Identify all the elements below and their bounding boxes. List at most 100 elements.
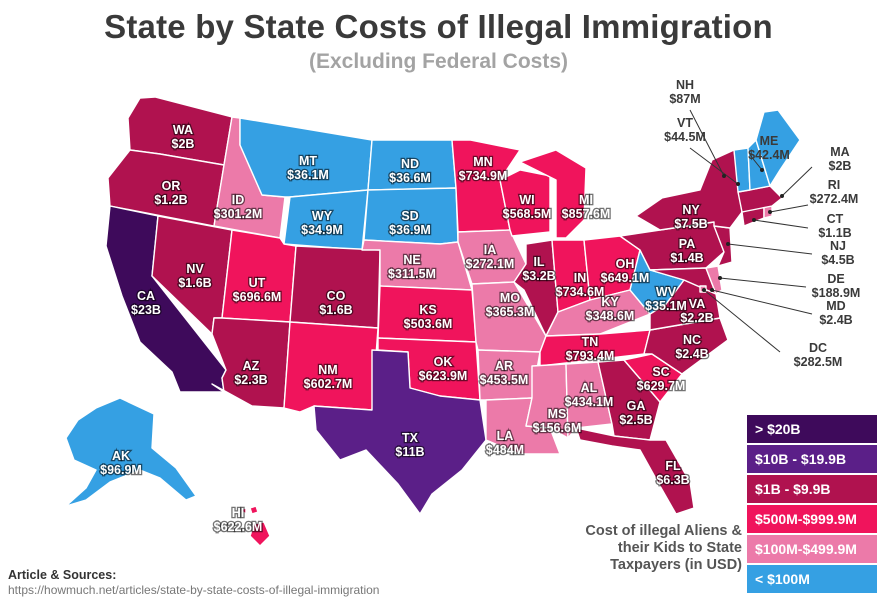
state-wi xyxy=(499,169,551,237)
state-abbr: NV xyxy=(186,262,204,276)
leader-nj xyxy=(727,243,813,255)
state-abbr: NC xyxy=(683,333,701,347)
state-value: $734.6M xyxy=(556,285,605,299)
state-value: $1.6B xyxy=(178,276,211,290)
state-label-id: ID$301.2M xyxy=(212,192,263,223)
state-value: $2B xyxy=(172,137,195,151)
state-abbr: WA xyxy=(173,123,193,137)
dot-nh xyxy=(722,174,726,178)
state-value: $6.3B xyxy=(656,473,689,487)
legend-item: $10B - $19.9B xyxy=(747,445,877,473)
state-abbr: VT xyxy=(677,116,693,130)
state-abbr: MO xyxy=(500,291,520,305)
state-label-ma: MA$2B xyxy=(829,145,852,173)
map-subtitle: (Excluding Federal Costs) xyxy=(308,50,569,73)
state-value: $696.6M xyxy=(233,290,282,304)
state-mi xyxy=(519,149,587,239)
state-abbr: IA xyxy=(484,243,497,257)
state-value: $348.6M xyxy=(586,309,635,323)
state-abbr: AK xyxy=(112,449,130,463)
state-abbr: SC xyxy=(652,365,669,379)
state-value: $2.4B xyxy=(675,347,708,361)
state-label-nc: NC$2.4B xyxy=(674,332,710,363)
state-label-mn: MN$734.9M xyxy=(457,154,508,185)
state-label-me: ME$42.4M xyxy=(748,134,790,162)
state-abbr: OR xyxy=(162,179,181,193)
state-label-al: AL$434.1M xyxy=(563,380,614,411)
state-abbr: IL xyxy=(533,255,544,269)
state-label-sc: SC$629.7M xyxy=(635,364,686,395)
state-abbr: AL xyxy=(581,381,598,395)
state-value: $3.2B xyxy=(522,269,555,283)
state-label-in: IN$734.6M xyxy=(554,270,605,301)
dot-ri xyxy=(768,210,772,214)
state-value: $156.6M xyxy=(533,421,582,435)
state-value: $365.3M xyxy=(486,305,535,319)
state-abbr: CT xyxy=(827,212,844,226)
leader-lines xyxy=(689,109,813,353)
state-label-mi: MI$857.6M xyxy=(560,192,611,223)
state-value: $857.6M xyxy=(562,207,611,221)
state-abbr: MT xyxy=(299,154,317,168)
dot-md xyxy=(710,288,714,292)
dot-me xyxy=(760,168,764,172)
leader-ct xyxy=(753,219,809,229)
state-abbr: AZ xyxy=(243,359,260,373)
state-abbr: VA xyxy=(689,297,705,311)
state-label-tn: TN$793.4M xyxy=(564,334,615,365)
state-value: $7.5B xyxy=(674,217,707,231)
state-value: $87M xyxy=(669,92,700,106)
state-value: $311.5M xyxy=(388,267,436,281)
state-abbr: OK xyxy=(434,355,453,369)
state-label-nh: NH$87M xyxy=(669,78,700,106)
state-label-wy: WY$34.9M xyxy=(300,208,344,239)
state-value: $622.6M xyxy=(214,520,263,534)
state-value: $36.6M xyxy=(389,171,431,185)
state-label-ri: RI$272.4M xyxy=(810,178,859,206)
state-label-oh: OH$649.1M xyxy=(599,256,650,287)
state-value: $301.2M xyxy=(214,207,263,221)
state-label-va: VA$2.2B xyxy=(679,296,715,327)
state-fl xyxy=(575,427,695,515)
state-value: $42.4M xyxy=(748,148,790,162)
state-value: $188.9M xyxy=(812,286,861,300)
state-label-pa: PA$1.4B xyxy=(669,236,705,267)
state-label-mt: MT$36.1M xyxy=(286,153,330,184)
state-abbr: WY xyxy=(312,209,333,223)
state-abbr: NM xyxy=(318,363,337,377)
state-value: $453.5M xyxy=(480,373,529,387)
state-value: $568.5M xyxy=(503,207,552,221)
state-value: $793.4M xyxy=(566,349,615,363)
sources-link[interactable]: https://howmuch.net/articles/state-by-st… xyxy=(8,583,380,597)
state-value: $623.9M xyxy=(419,369,468,383)
state-label-or: OR$1.2B xyxy=(153,178,189,209)
state-abbr: LA xyxy=(497,429,514,443)
state-label-nm: NM$602.7M xyxy=(302,362,353,393)
state-abbr: HI xyxy=(232,506,245,520)
state-abbr: WV xyxy=(656,285,677,299)
state-value: $649.1M xyxy=(601,271,650,285)
state-label-nv: NV$1.6B xyxy=(177,261,213,292)
state-abbr: OH xyxy=(616,257,635,271)
legend-item: > $20B xyxy=(747,415,877,443)
legend: > $20B $10B - $19.9B $1B - $9.9B $500M-$… xyxy=(747,415,877,595)
state-value: $36.9M xyxy=(389,223,431,237)
state-label-ky: KY$348.6M xyxy=(584,294,635,325)
state-label-vt: VT$44.5M xyxy=(664,116,706,144)
state-value: $1.1B xyxy=(818,226,851,240)
state-abbr: DC xyxy=(809,341,827,355)
state-label-ga: GA$2.5B xyxy=(618,398,654,429)
state-abbr: NE xyxy=(403,253,420,267)
state-abbr: WI xyxy=(519,193,534,207)
legend-item: $100M-$499.9M xyxy=(747,535,877,563)
state-abbr: ND xyxy=(401,157,419,171)
state-label-de: DE$188.9M xyxy=(812,272,861,300)
state-abbr: FL xyxy=(665,459,681,473)
dot-ma xyxy=(780,194,784,198)
state-value: $11B xyxy=(395,445,424,459)
state-de xyxy=(705,265,723,295)
state-abbr: GA xyxy=(627,399,646,413)
leader-dc xyxy=(703,289,781,353)
leader-ma xyxy=(781,166,813,197)
